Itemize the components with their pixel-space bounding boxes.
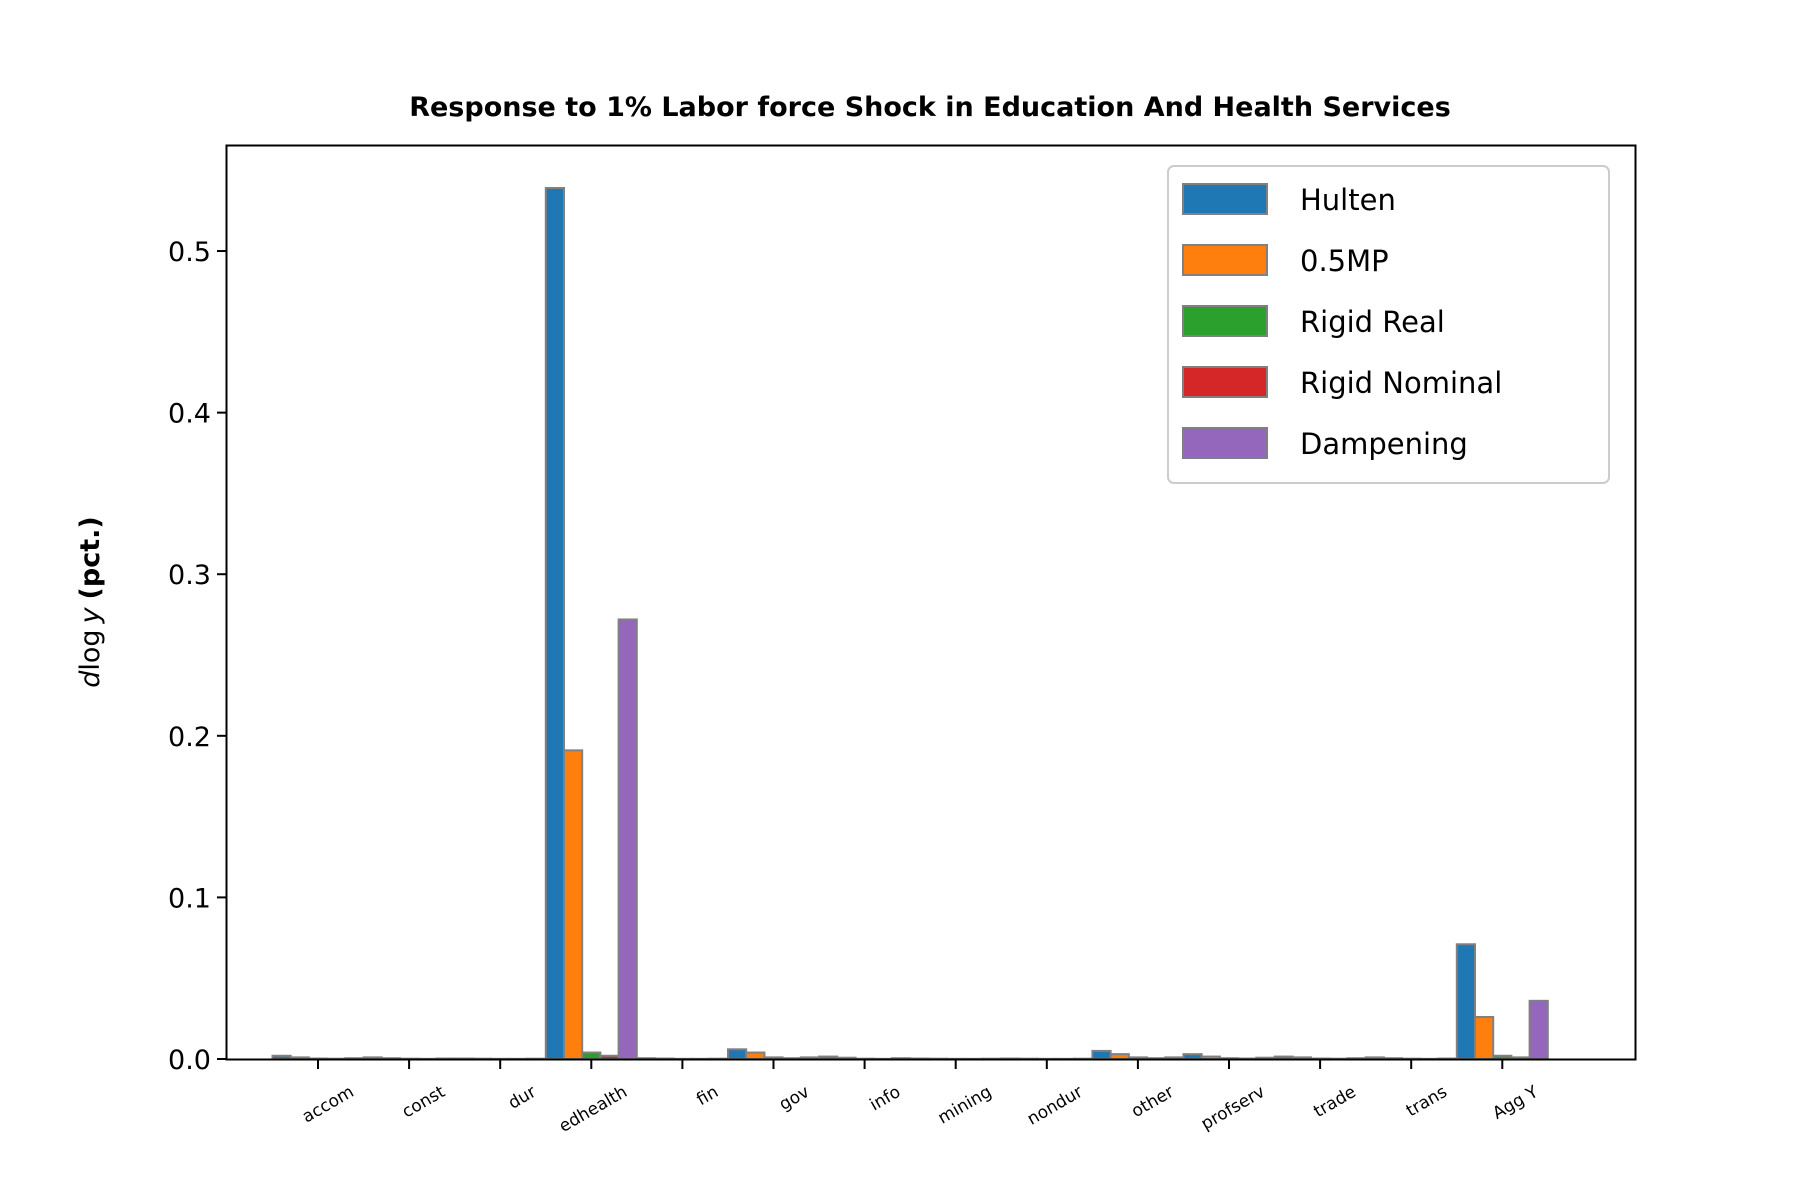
legend-label: Rigid Real [1300, 305, 1445, 339]
x-tick-label: nondur [1024, 1082, 1086, 1130]
bar-hulten-edhealth [544, 187, 565, 1060]
legend: Hulten 0.5MP Rigid Real Rigid Nominal Dampen… [1167, 165, 1610, 484]
x-tick-label: fin [693, 1082, 722, 1110]
legend-swatch [1182, 427, 1268, 459]
bar-hulten-other [1091, 1049, 1112, 1061]
bar-0-5mp-gov [745, 1051, 766, 1061]
bar-0-5mp-other [1109, 1053, 1130, 1061]
bar-0-5mp-agg-y [1474, 1015, 1495, 1060]
bar-hulten-gov [727, 1048, 748, 1061]
x-tick-label: edhealth [556, 1082, 631, 1137]
y-axis: 0.0 0.1 0.2 0.3 0.4 0.5 [168, 237, 227, 1076]
y-tick-label: 0.3 [168, 560, 211, 591]
legend-label: Dampening [1300, 427, 1468, 461]
y-tick-label: 0.1 [168, 883, 211, 914]
x-tick-label: const [399, 1082, 449, 1123]
bar-rigid-real-edhealth [581, 1051, 602, 1061]
bar-0-5mp-edhealth [563, 749, 584, 1060]
legend-label: 0.5MP [1300, 244, 1389, 278]
y-tick-label: 0.0 [168, 1045, 211, 1076]
legend-label: Rigid Nominal [1300, 366, 1502, 400]
x-tick-label: Agg Y [1489, 1082, 1542, 1124]
y-axis-label-y: y [75, 606, 106, 624]
bar-hulten-profserv [1182, 1053, 1203, 1061]
legend-label: Hulten [1300, 183, 1396, 217]
x-tick-label: dur [505, 1082, 540, 1114]
y-axis-label-unit: (pct.) [75, 516, 106, 599]
y-tick-label: 0.5 [168, 237, 211, 268]
x-tick-label: mining [935, 1082, 996, 1129]
x-tick-label: accom [299, 1082, 358, 1127]
x-tick-label: gov [776, 1082, 813, 1115]
x-tick-label: info [866, 1082, 904, 1115]
legend-swatch [1182, 305, 1268, 337]
bar-hulten-agg-y [1455, 943, 1477, 1061]
y-axis-label-log: log [75, 629, 106, 670]
legend-swatch [1182, 366, 1268, 398]
x-tick-label: trade [1310, 1082, 1359, 1122]
y-tick-label: 0.2 [168, 722, 211, 753]
plot-frame [225, 144, 1637, 1061]
bar-dampening-agg-y [1528, 999, 1549, 1061]
y-axis-label-d: d [75, 670, 106, 688]
x-tick-label: profserv [1198, 1082, 1269, 1134]
legend-swatch [1182, 183, 1268, 215]
legend-swatch [1182, 244, 1268, 276]
y-tick-label: 0.4 [168, 399, 211, 430]
x-tick-label: trans [1403, 1082, 1451, 1121]
x-axis: accom const dur edhealth fin gov info mining non… [299, 1059, 1542, 1137]
chart-title: Response to 1% Labor force Shock in Educ… [409, 92, 1451, 123]
y-axis-label: dlog y (pct.) [75, 516, 106, 687]
x-tick-label: other [1128, 1082, 1177, 1122]
legend-box [1167, 165, 1610, 484]
bar-dampening-edhealth [617, 618, 638, 1060]
